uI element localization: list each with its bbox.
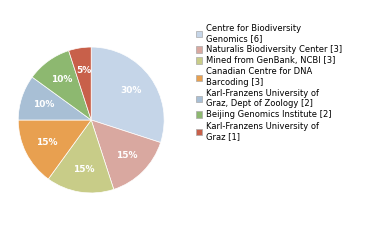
Legend: Centre for Biodiversity
Genomics [6], Naturalis Biodiversity Center [3], Mined f: Centre for Biodiversity Genomics [6], Na…: [196, 24, 342, 141]
Text: 10%: 10%: [51, 75, 73, 84]
Wedge shape: [91, 47, 164, 143]
Text: 15%: 15%: [116, 150, 137, 160]
Text: 15%: 15%: [36, 138, 58, 147]
Text: 15%: 15%: [73, 164, 94, 174]
Wedge shape: [18, 120, 91, 179]
Wedge shape: [18, 77, 91, 120]
Wedge shape: [32, 51, 91, 120]
Wedge shape: [91, 120, 161, 189]
Text: 10%: 10%: [33, 100, 55, 109]
Text: 5%: 5%: [76, 66, 91, 76]
Wedge shape: [69, 47, 91, 120]
Text: 30%: 30%: [121, 86, 142, 95]
Wedge shape: [48, 120, 114, 193]
